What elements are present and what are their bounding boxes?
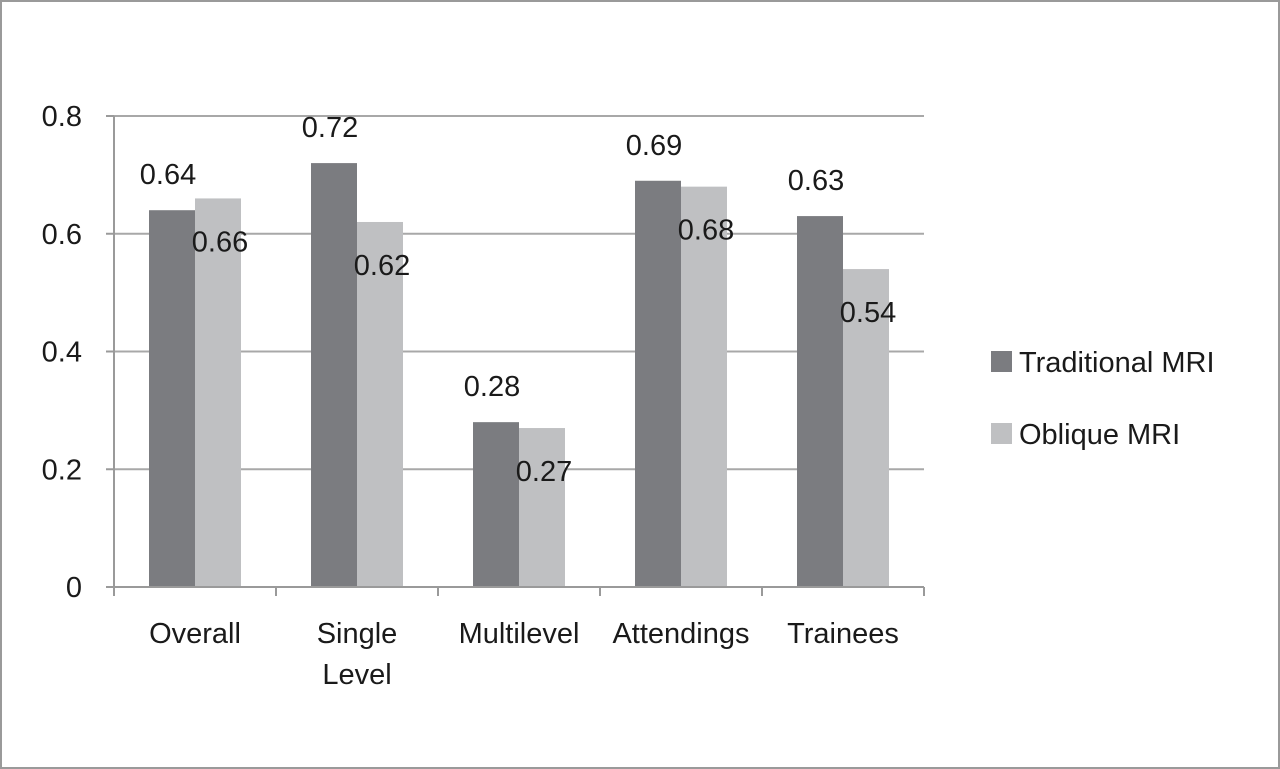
- data-label: 0.54: [840, 297, 896, 329]
- y-tick-label: 0.2: [42, 454, 82, 486]
- bar-traditional: [149, 210, 195, 587]
- data-label: 0.64: [140, 159, 196, 191]
- bars: [149, 163, 889, 588]
- x-category-label: Overall: [149, 618, 241, 650]
- axes: [106, 115, 925, 596]
- data-label: 0.68: [678, 215, 734, 247]
- bar-oblique: [681, 186, 727, 587]
- legend-label: Oblique MRI: [1019, 419, 1180, 451]
- bar-oblique: [519, 428, 565, 587]
- y-tick-label: 0: [66, 572, 82, 604]
- bar-oblique: [843, 269, 889, 587]
- data-label: 0.66: [192, 226, 248, 258]
- legend: Traditional MRI Oblique MRI: [991, 347, 1215, 451]
- y-tick-label: 0.6: [42, 219, 82, 251]
- y-tick-label: 0.8: [42, 101, 82, 133]
- legend-swatch: [991, 423, 1012, 444]
- x-category-label: Level: [322, 659, 391, 691]
- labels: 0 0.2 0.4 0.6 0.8 0.64 0.66 Overall 0.72 0.62 Sing…: [42, 101, 899, 691]
- data-label: 0.27: [516, 456, 572, 488]
- bar-traditional: [635, 180, 681, 587]
- data-label: 0.72: [302, 112, 358, 144]
- data-label: 0.63: [788, 165, 844, 197]
- x-category-label: Multilevel: [459, 618, 580, 650]
- bar-traditional: [311, 163, 357, 587]
- bar-traditional: [797, 216, 843, 587]
- bar-oblique: [195, 198, 241, 588]
- bar-traditional: [473, 422, 519, 587]
- data-label: 0.28: [464, 371, 520, 403]
- data-label: 0.69: [626, 130, 682, 162]
- legend-label: Traditional MRI: [1019, 347, 1215, 379]
- x-category-label: Trainees: [787, 618, 899, 650]
- bar-oblique: [357, 221, 403, 587]
- legend-swatch: [991, 351, 1012, 372]
- x-category-label: Single: [317, 618, 398, 650]
- x-category-label: Attendings: [612, 618, 749, 650]
- data-label: 0.62: [354, 250, 410, 282]
- y-tick-label: 0.4: [42, 337, 82, 369]
